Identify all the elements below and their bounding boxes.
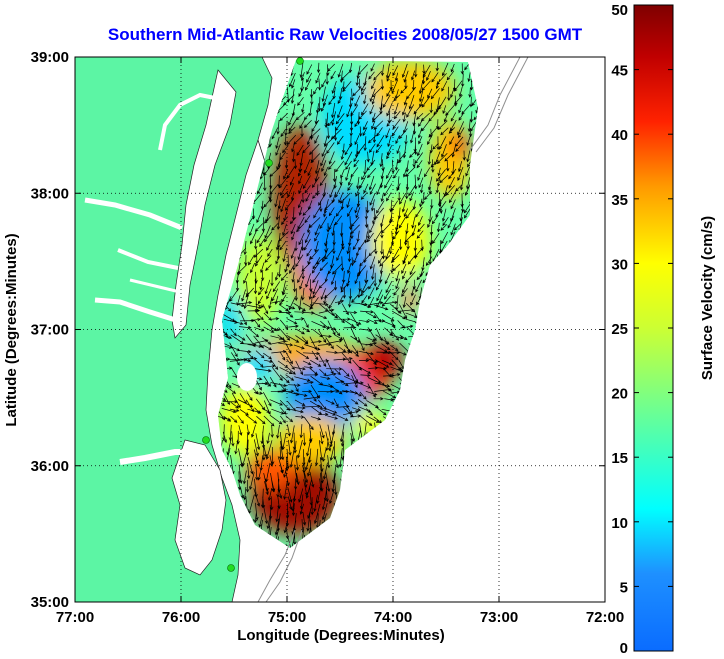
chesapeake-bay (171, 69, 237, 339)
x-tick-label: 76:00 (162, 609, 200, 626)
axis-tick-labels: 77:00 76:00 75:00 74:00 73:00 72:00 39:00 38:00… (31, 49, 625, 626)
y-axis-label: Latitude (Degrees:Minutes) (3, 233, 20, 426)
river-potomac (84, 197, 183, 231)
colorbar-tick-label: 20 (611, 386, 628, 403)
station-marker (227, 564, 235, 572)
station-marker (296, 57, 304, 65)
bathymetry-contour-1 (469, 57, 521, 151)
x-tick-label: 74:00 (374, 609, 412, 626)
x-axis-label: Longitude (Degrees:Minutes) (237, 627, 445, 644)
y-tick-label: 39:00 (31, 49, 69, 66)
river-york (129, 278, 181, 294)
chart-title: Southern Mid-Atlantic Raw Velocities 200… (108, 25, 583, 44)
colorbar-tick-label: 35 (611, 192, 628, 209)
x-tick-label: 73:00 (480, 609, 518, 626)
x-tick-label: 72:00 (586, 609, 624, 626)
river-james (94, 297, 183, 325)
y-tick-label: 37:00 (31, 322, 69, 339)
river-north-bay (158, 92, 226, 151)
station-marker (202, 436, 210, 444)
x-tick-label: 75:00 (268, 609, 306, 626)
colorbar-tick-label: 0 (620, 640, 628, 657)
y-tick-label: 36:00 (31, 458, 69, 475)
axis-ticks (74, 56, 606, 603)
y-tick-label: 35:00 (31, 594, 69, 611)
pamlico-sound (171, 439, 227, 576)
bathymetry-contour-4 (265, 529, 303, 602)
data-gap (237, 363, 257, 391)
station-marker (265, 159, 273, 167)
colorbar-tick-label: 25 (611, 321, 628, 338)
colorbar-tick-label: 10 (611, 515, 628, 532)
bathymetry-contour-2 (475, 57, 529, 153)
river-rappahannock (117, 248, 179, 270)
x-tick-label: 77:00 (56, 609, 94, 626)
colorbar-tick-labels: 0 5 10 15 20 25 30 35 40 45 50 (611, 2, 628, 657)
colorbar-tick-label: 5 (620, 579, 628, 596)
colorbar-tick-label: 15 (611, 450, 628, 467)
albemarle-sound (119, 449, 205, 465)
colorbar-tick-label: 50 (611, 2, 628, 19)
colorbar-tick-label: 40 (611, 127, 628, 144)
colorbar-tick-label: 30 (611, 256, 628, 273)
colorbar (633, 4, 674, 652)
colorbar-ticks (634, 4, 673, 652)
bathymetry-contour-3 (257, 529, 296, 602)
colorbar-label: Surface Velocity (cm/s) (699, 216, 716, 380)
grid-lines (75, 57, 605, 602)
y-tick-label: 38:00 (31, 185, 69, 202)
colorbar-tick-label: 45 (611, 63, 628, 80)
